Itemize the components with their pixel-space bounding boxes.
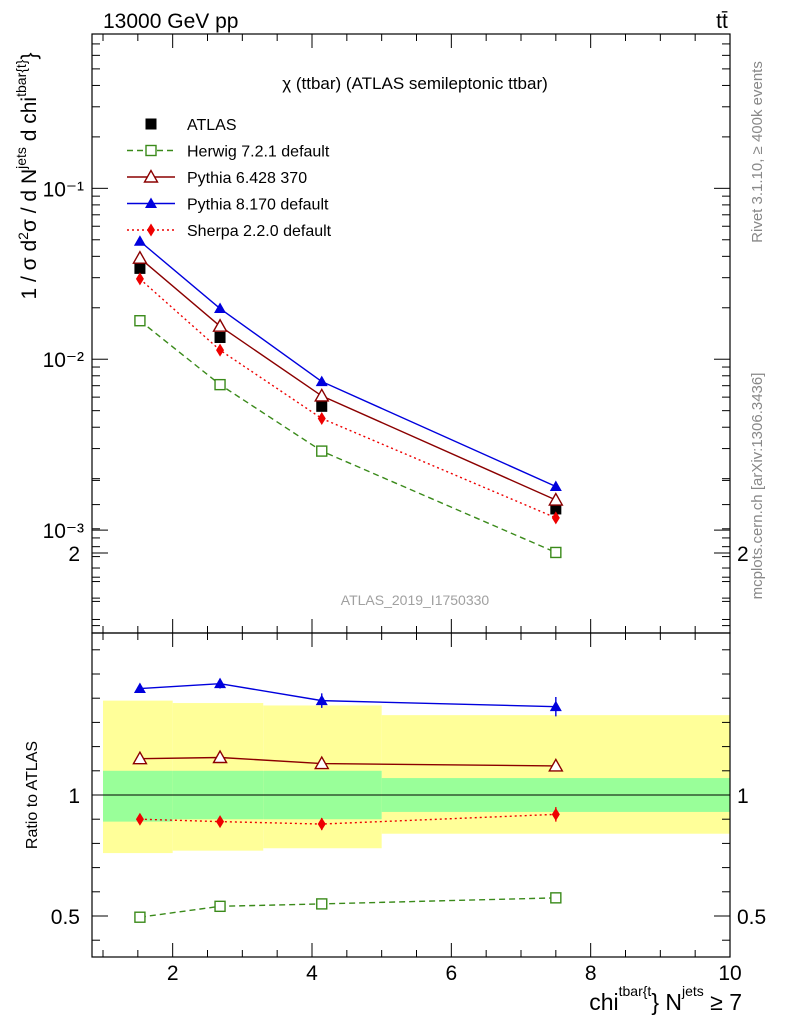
ratio-point-sherpa (551, 807, 560, 821)
ratio-point-pythia8 (133, 682, 146, 694)
data-point-pythia8 (315, 375, 328, 387)
legend-marker (145, 118, 157, 130)
ratio-series-layer (132, 677, 564, 923)
legend-marker (145, 197, 157, 208)
ratio-y-tick-label: 1 (68, 785, 80, 808)
ratio-y-tick-label-right: 0.5 (737, 906, 766, 929)
data-point-pythia8 (214, 302, 227, 314)
data-point-pythia6 (314, 387, 330, 402)
ratio-panel-frame (91, 632, 731, 958)
data-point-herwig (316, 445, 328, 457)
top-y-axis-title: 1 / σ d2σ / d Njets d chitbar{t}} (13, 52, 41, 299)
ratio-point-herwig (316, 898, 328, 910)
ratio-y-axis-title: Ratio to ATLAS (24, 741, 41, 849)
ratio-point-herwig (214, 900, 226, 913)
ratio-y-tick-label: 2 (68, 543, 80, 566)
beam-label: 13000 GeV pp (103, 10, 238, 33)
y-tick-label: 10⁻¹ (43, 178, 84, 201)
legend: ATLAS Herwig 7.2.1 default Pythia 6.428 37… (127, 117, 332, 240)
legend-item-pythia8: Pythia 8.170 default (127, 197, 329, 214)
ratio-point-pythia8 (214, 677, 227, 689)
series-line-pythia6 (139, 257, 557, 501)
ratio-point-sherpa (216, 815, 225, 829)
analysis-label: ATLAS_2019_I1750330 (341, 592, 490, 608)
plot-title: χ (ttbar) (ATLAS semileptonic ttbar) (282, 74, 548, 93)
data-point-sherpa (551, 511, 560, 525)
legend-item-atlas: ATLAS (145, 117, 237, 134)
top-series-layer (132, 235, 564, 559)
data-point-atlas (134, 262, 146, 274)
legend-marker (143, 169, 159, 183)
x-tick-label: 4 (306, 962, 318, 985)
ratio-line-herwig (139, 897, 556, 918)
top-y-axis-labels: 10⁻³ 10⁻² 10⁻¹ (43, 178, 84, 543)
data-point-herwig (550, 546, 562, 559)
legend-label: Herwig 7.2.1 default (187, 144, 330, 161)
data-point-sherpa (317, 411, 326, 425)
x-tick-label: 10 (718, 962, 741, 985)
ratio-point-pythia8 (315, 694, 328, 706)
data-point-pythia6 (548, 492, 564, 506)
x-axis-labels: 2 4 6 8 10 (167, 962, 742, 985)
legend-label: Pythia 6.428 370 (187, 170, 307, 187)
legend-label: Sherpa 2.2.0 default (187, 223, 332, 240)
series-line-sherpa (139, 278, 557, 519)
ratio-point-pythia8 (549, 700, 562, 712)
x-tick-label: 6 (445, 962, 457, 985)
data-point-herwig (214, 378, 226, 391)
data-point-herwig (134, 315, 146, 327)
process-label: tt̄ (716, 10, 728, 33)
ratio-point-pythia6 (132, 750, 148, 765)
data-point-pythia6 (132, 250, 148, 264)
ratio-point-pythia6 (212, 749, 228, 764)
legend-label: ATLAS (187, 117, 237, 134)
legend-marker (147, 223, 155, 237)
ratio-point-herwig (134, 911, 146, 923)
legend-label: Pythia 8.170 default (187, 197, 329, 214)
ratio-point-sherpa (317, 817, 326, 831)
ratio-y-tick-label: 0.5 (51, 906, 80, 929)
y-tick-label: 10⁻² (43, 349, 84, 372)
series-line-herwig (139, 320, 557, 554)
data-point-pythia6 (212, 318, 228, 332)
legend-item-herwig: Herwig 7.2.1 default (127, 144, 330, 161)
ratio-point-pythia6 (548, 758, 564, 772)
ratio-line-sherpa (139, 813, 556, 825)
data-point-atlas (316, 400, 328, 412)
ratio-y-tick-label-right: 2 (737, 543, 749, 566)
ratio-y-axis-labels: 0.5 0.5 1 1 2 2 (51, 543, 766, 929)
ratio-point-sherpa (135, 812, 144, 826)
ratio-panel: 0.5 0.5 1 1 2 2 Ratio to ATLAS 2 4 6 8 10 chitbar… (24, 479, 766, 1015)
ratio-line-pythia8 (139, 682, 556, 708)
data-point-pythia8 (549, 480, 562, 491)
uncertainty-bands (103, 700, 730, 854)
ratio-point-pythia6 (314, 755, 330, 770)
legend-item-sherpa: Sherpa 2.2.0 default (127, 223, 332, 240)
ratio-line-pythia6 (139, 756, 556, 767)
legend-item-pythia6: Pythia 6.428 370 (127, 169, 307, 187)
series-line-pythia8 (139, 240, 557, 488)
data-point-atlas (214, 332, 226, 344)
data-point-sherpa (216, 343, 225, 357)
data-point-sherpa (135, 272, 144, 286)
legend-marker (145, 144, 157, 157)
ratio-point-herwig (550, 892, 562, 904)
band-inner (103, 770, 173, 822)
y-tick-label: 10⁻³ (43, 520, 84, 543)
mcplots-label: mcplots.cern.ch [arXiv:1306.3436] (749, 373, 766, 600)
x-tick-label: 8 (585, 962, 597, 985)
x-axis-title: chitbar{t} Njets ≥ 7 (589, 983, 742, 1015)
rivet-version-label: Rivet 3.1.10, ≥ 400k events (749, 61, 766, 243)
data-point-atlas (550, 503, 562, 515)
data-point-pythia8 (133, 235, 146, 246)
ratio-y-tick-label-right: 1 (737, 785, 749, 808)
x-tick-label: 2 (167, 962, 179, 985)
main-panel: χ (ttbar) (ATLAS semileptonic ttbar) ATL… (13, 33, 731, 634)
